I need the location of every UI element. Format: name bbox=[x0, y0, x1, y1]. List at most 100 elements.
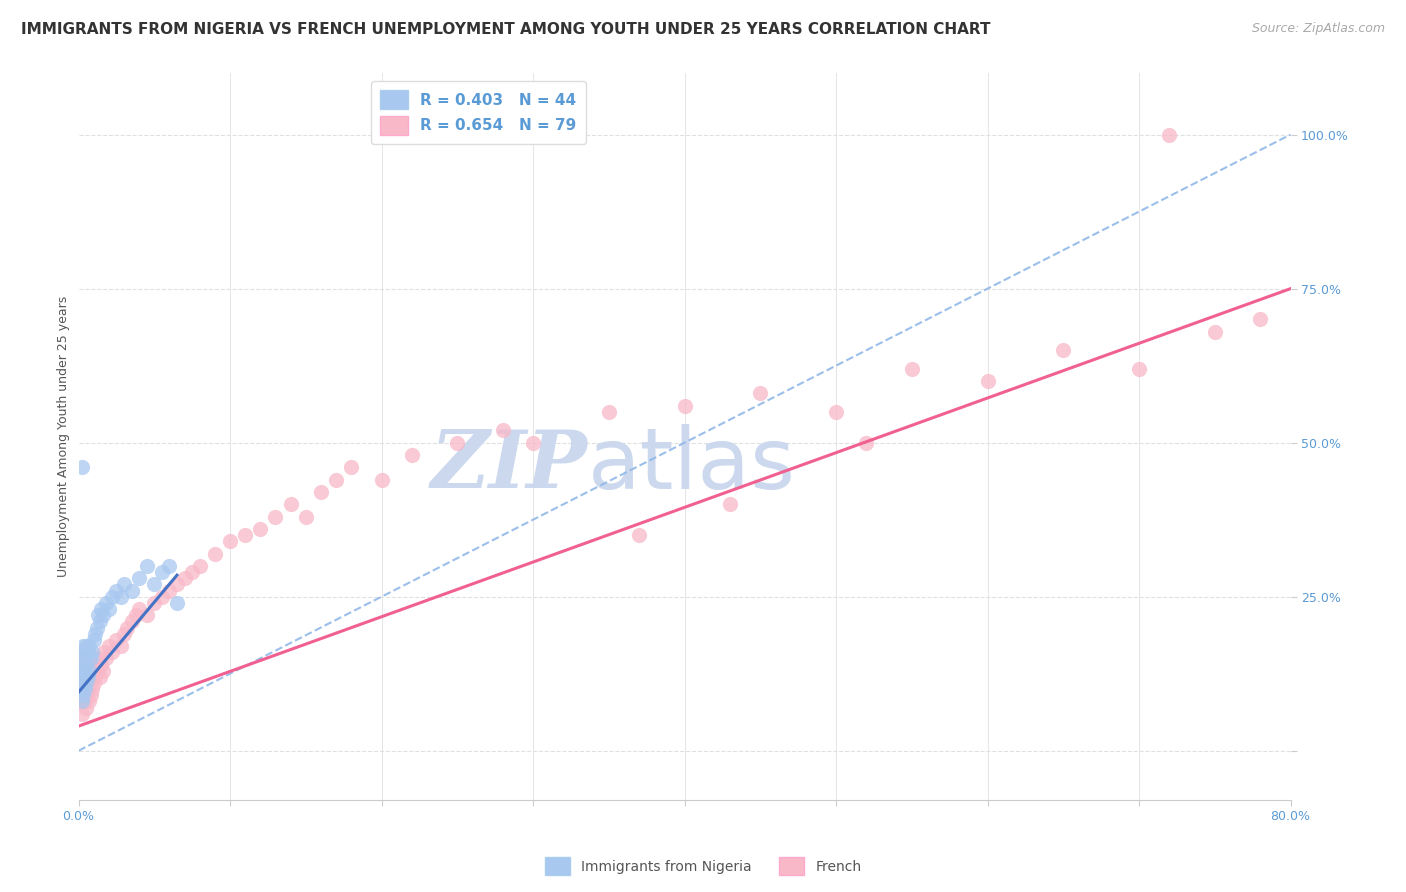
Point bbox=[79, 664, 101, 678]
Point bbox=[70, 694, 93, 708]
Point bbox=[128, 571, 150, 585]
Point bbox=[1128, 361, 1150, 376]
Point bbox=[76, 682, 98, 697]
Point bbox=[900, 361, 922, 376]
Point bbox=[855, 435, 877, 450]
Point bbox=[69, 682, 91, 697]
Point bbox=[749, 386, 772, 401]
Point bbox=[115, 621, 138, 635]
Point bbox=[135, 608, 157, 623]
Point bbox=[157, 583, 180, 598]
Point bbox=[75, 689, 97, 703]
Point bbox=[86, 621, 108, 635]
Point bbox=[150, 565, 173, 579]
Point bbox=[89, 670, 111, 684]
Point bbox=[73, 645, 96, 659]
Text: Source: ZipAtlas.com: Source: ZipAtlas.com bbox=[1251, 22, 1385, 36]
Point bbox=[72, 664, 94, 678]
Point bbox=[446, 435, 468, 450]
Point bbox=[70, 706, 93, 721]
Text: atlas: atlas bbox=[588, 424, 796, 508]
Legend: R = 0.403   N = 44, R = 0.654   N = 79: R = 0.403 N = 44, R = 0.654 N = 79 bbox=[371, 80, 586, 145]
Point bbox=[143, 596, 166, 610]
Point bbox=[101, 645, 124, 659]
Point bbox=[673, 399, 696, 413]
Point bbox=[69, 676, 91, 690]
Point bbox=[73, 664, 96, 678]
Point bbox=[135, 558, 157, 573]
Point bbox=[309, 485, 332, 500]
Point bbox=[628, 528, 651, 542]
Point bbox=[825, 405, 848, 419]
Point bbox=[94, 651, 117, 665]
Point bbox=[69, 657, 91, 672]
Point bbox=[86, 664, 108, 678]
Point bbox=[294, 509, 316, 524]
Point bbox=[112, 577, 135, 591]
Point bbox=[77, 664, 100, 678]
Point bbox=[91, 608, 114, 623]
Point bbox=[79, 651, 101, 665]
Point bbox=[598, 405, 620, 419]
Point bbox=[76, 664, 98, 678]
Point bbox=[219, 534, 242, 549]
Point bbox=[72, 689, 94, 703]
Point bbox=[105, 632, 128, 647]
Point bbox=[75, 657, 97, 672]
Point bbox=[976, 374, 998, 388]
Point bbox=[76, 670, 98, 684]
Point bbox=[77, 694, 100, 708]
Point bbox=[70, 460, 93, 475]
Point bbox=[70, 670, 93, 684]
Point bbox=[84, 626, 107, 640]
Point bbox=[87, 608, 110, 623]
Point bbox=[492, 423, 515, 437]
Point bbox=[72, 645, 94, 659]
Point bbox=[73, 657, 96, 672]
Point bbox=[73, 682, 96, 697]
Point bbox=[89, 615, 111, 629]
Point bbox=[522, 435, 544, 450]
Point bbox=[84, 670, 107, 684]
Point bbox=[110, 590, 132, 604]
Point bbox=[233, 528, 256, 542]
Point bbox=[325, 473, 347, 487]
Point bbox=[70, 676, 93, 690]
Point bbox=[370, 473, 392, 487]
Point bbox=[1052, 343, 1074, 358]
Point bbox=[72, 657, 94, 672]
Point bbox=[79, 689, 101, 703]
Point bbox=[94, 596, 117, 610]
Point bbox=[112, 626, 135, 640]
Point bbox=[150, 590, 173, 604]
Point bbox=[110, 639, 132, 653]
Point bbox=[188, 558, 211, 573]
Point bbox=[181, 565, 204, 579]
Point bbox=[83, 632, 105, 647]
Point bbox=[264, 509, 287, 524]
Point bbox=[1249, 312, 1271, 326]
Point bbox=[204, 547, 226, 561]
Point bbox=[73, 694, 96, 708]
Point bbox=[166, 577, 188, 591]
Point bbox=[105, 583, 128, 598]
Legend: Immigrants from Nigeria, French: Immigrants from Nigeria, French bbox=[538, 852, 868, 880]
Point bbox=[70, 645, 93, 659]
Point bbox=[90, 657, 112, 672]
Point bbox=[1159, 128, 1181, 142]
Point bbox=[69, 651, 91, 665]
Point bbox=[97, 639, 120, 653]
Point bbox=[72, 682, 94, 697]
Point bbox=[77, 670, 100, 684]
Point bbox=[87, 651, 110, 665]
Point bbox=[75, 639, 97, 653]
Point bbox=[125, 608, 148, 623]
Point bbox=[1204, 325, 1226, 339]
Point bbox=[718, 497, 741, 511]
Point bbox=[76, 645, 98, 659]
Point bbox=[70, 664, 93, 678]
Point bbox=[70, 651, 93, 665]
Point bbox=[121, 583, 143, 598]
Point bbox=[166, 596, 188, 610]
Point bbox=[157, 558, 180, 573]
